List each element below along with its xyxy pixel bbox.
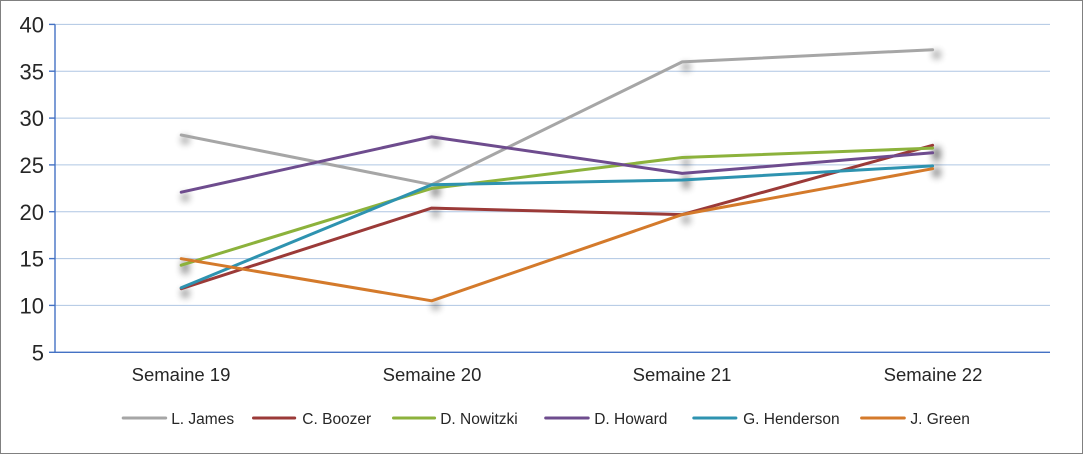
svg-text:30: 30	[20, 106, 44, 131]
svg-text:Semaine 19: Semaine 19	[132, 364, 231, 385]
svg-text:D. Howard: D. Howard	[594, 411, 667, 428]
svg-text:15: 15	[20, 247, 44, 272]
svg-text:Semaine 22: Semaine 22	[884, 364, 983, 385]
svg-text:G. Henderson: G. Henderson	[743, 411, 840, 428]
svg-text:5: 5	[32, 340, 44, 365]
svg-text:20: 20	[20, 200, 44, 225]
svg-text:40: 40	[20, 13, 44, 38]
svg-text:Semaine 21: Semaine 21	[633, 364, 732, 385]
svg-text:L. James: L. James	[171, 411, 234, 428]
svg-text:10: 10	[20, 293, 44, 318]
svg-text:25: 25	[20, 153, 44, 178]
svg-text:35: 35	[20, 59, 44, 84]
svg-text:J. Green: J. Green	[910, 411, 969, 428]
svg-text:Semaine 20: Semaine 20	[383, 364, 482, 385]
svg-text:C. Boozer: C. Boozer	[302, 411, 371, 428]
svg-text:D. Nowitzki: D. Nowitzki	[440, 411, 518, 428]
